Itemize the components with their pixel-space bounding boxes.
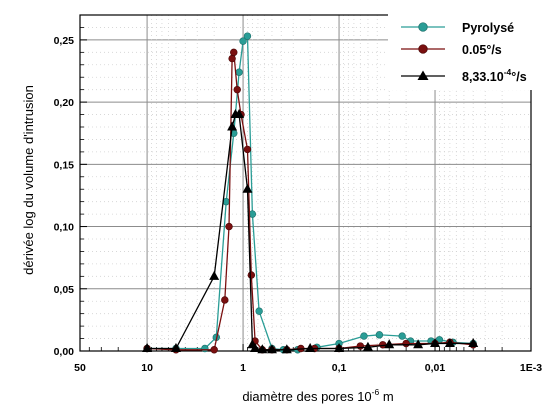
- series-layer: [142, 32, 479, 354]
- data-point: [221, 296, 229, 304]
- data-point: [362, 341, 373, 351]
- x-axis-title-text: diamètre des pores 10: [242, 389, 371, 404]
- legend: Pyrolysé 0.05°/s 8,33.10-4°/s: [388, 4, 554, 90]
- data-point: [360, 332, 368, 340]
- data-point: [402, 339, 410, 348]
- y-tick-label: 0,25: [54, 35, 75, 47]
- x-tick-label: 10: [141, 362, 153, 374]
- data-point: [230, 48, 238, 57]
- y-tick-label: 0,00: [54, 346, 75, 358]
- data-point: [413, 339, 424, 349]
- data-point: [227, 121, 238, 131]
- data-point: [250, 343, 261, 353]
- data-point: [398, 332, 406, 340]
- data-point: [225, 222, 233, 231]
- data-point: [255, 307, 263, 315]
- data-point: [170, 343, 181, 353]
- legend-label-8-33-suffix: °/s: [511, 70, 526, 84]
- data-point: [239, 37, 247, 45]
- legend-label-0-05: 0.05°/s: [462, 43, 502, 57]
- y-tick-label: 0,20: [54, 97, 75, 109]
- series-3: [142, 109, 479, 354]
- data-point: [281, 344, 292, 354]
- legend-label-pyrolyse: Pyrolysé: [462, 21, 514, 35]
- legend-marker-pyrolyse: [418, 22, 428, 32]
- x-axis-title-unit: m: [379, 389, 393, 404]
- data-point: [305, 343, 316, 353]
- data-point: [430, 338, 441, 348]
- x-axis-ticks: 50 10 1 0,1 0,01 1E-3: [74, 344, 542, 374]
- plot-frame: [79, 14, 532, 352]
- x-axis-title-exponent: -6: [372, 387, 380, 397]
- data-point: [468, 338, 479, 348]
- data-point: [384, 339, 395, 349]
- data-point: [266, 344, 277, 354]
- legend-item-0-05: 0.05°/s: [401, 43, 502, 57]
- x-tick-label: 1E-3: [520, 362, 542, 374]
- x-tick-label: 1: [240, 362, 246, 374]
- legend-item-pyrolyse: Pyrolysé: [401, 21, 514, 35]
- data-point: [233, 85, 241, 94]
- data-point: [243, 32, 252, 40]
- x-tick-label: 0,01: [425, 362, 446, 374]
- data-point: [444, 338, 455, 348]
- x-tick-label: 0,1: [332, 362, 347, 374]
- y-tick-label: 0,05: [54, 284, 75, 296]
- data-point: [209, 270, 220, 280]
- legend-marker-8-33: [417, 70, 429, 80]
- legend-label-8-33-base: 8,33.10: [462, 70, 504, 84]
- data-point: [243, 145, 252, 154]
- y-tick-label: 0,10: [54, 222, 75, 234]
- x-tick-label: 50: [74, 362, 86, 374]
- legend-label-8-33: 8,33.10-4°/s: [462, 67, 527, 84]
- data-point: [228, 54, 236, 63]
- series-line: [147, 51, 474, 351]
- data-point: [201, 344, 209, 353]
- y-axis-ticks: 0,00 0,05 0,10 0,15 0,20 0,25: [54, 35, 87, 358]
- x-axis-title: diamètre des pores 10-6 m: [242, 387, 393, 404]
- data-point: [257, 344, 268, 354]
- data-point: [242, 183, 253, 193]
- data-point: [247, 271, 256, 279]
- series-line: [147, 113, 474, 351]
- data-point: [235, 68, 243, 76]
- data-point: [234, 109, 245, 119]
- legend-item-8-33: 8,33.10-4°/s: [401, 67, 527, 84]
- legend-marker-0-05: [418, 44, 428, 54]
- data-point: [210, 346, 218, 354]
- data-point: [356, 342, 365, 350]
- data-point: [375, 331, 384, 339]
- y-axis-title: dérivée log du volume d'intrusion: [21, 85, 36, 275]
- legend-label-8-33-exponent: -4: [504, 67, 512, 77]
- y-tick-label: 0,15: [54, 159, 75, 171]
